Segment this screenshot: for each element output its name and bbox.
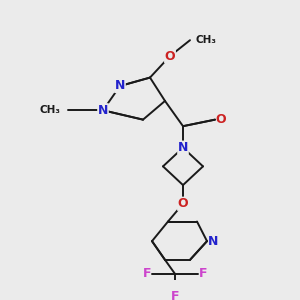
Text: F: F [171, 290, 179, 300]
Text: CH₃: CH₃ [196, 35, 217, 45]
Text: F: F [199, 267, 207, 280]
Text: O: O [178, 197, 188, 210]
Text: O: O [216, 113, 226, 126]
Text: N: N [178, 141, 188, 154]
Text: N: N [98, 104, 108, 117]
Text: F: F [143, 267, 151, 280]
Text: CH₃: CH₃ [39, 105, 60, 115]
Text: N: N [115, 80, 125, 92]
Text: N: N [208, 235, 218, 248]
Text: O: O [165, 50, 175, 63]
